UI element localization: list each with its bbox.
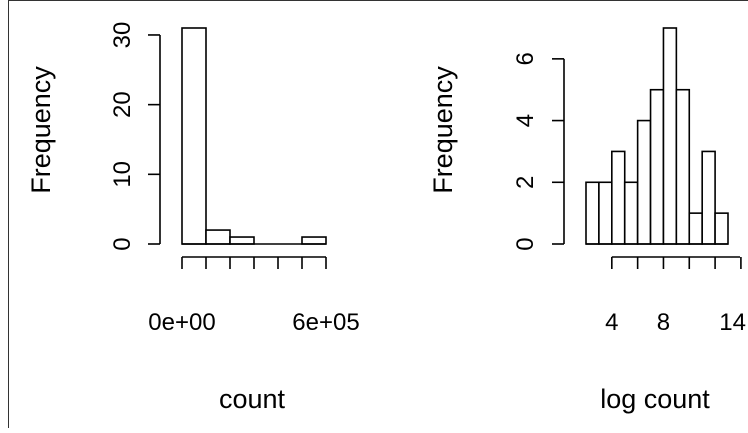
x-tick-label: 0e+00: [148, 309, 215, 336]
y-axis-title: Frequency: [26, 66, 56, 194]
y-tick-label: 10: [109, 161, 136, 188]
x-tick-label: 14: [719, 309, 746, 336]
y-tick-label: 20: [109, 91, 136, 118]
histogram-count-panel: 0 10 20 30 0e+00 6e+05 count Frequency: [26, 22, 360, 414]
y-tick-label: 6: [512, 52, 539, 65]
y-tick-label: 0: [512, 237, 539, 250]
y-tick-label: 30: [109, 22, 136, 49]
y-axis-title: Frequency: [428, 66, 458, 194]
y-tick-label: 0: [109, 237, 136, 250]
figure-frame: [8, 0, 748, 428]
histogram-bar: [181, 27, 207, 245]
x-axis-title: log count: [600, 384, 710, 414]
x-tick-label: 4: [605, 309, 618, 336]
y-tick-label: 4: [512, 114, 539, 127]
histogram-log-count-panel: 0 2 4 6 4 8 14 log count Frequency: [428, 27, 746, 414]
x-axis-title: count: [219, 384, 286, 414]
y-tick-label: 2: [512, 176, 539, 189]
x-tick-label: 6e+05: [292, 309, 359, 336]
x-tick-label: 8: [657, 309, 670, 336]
